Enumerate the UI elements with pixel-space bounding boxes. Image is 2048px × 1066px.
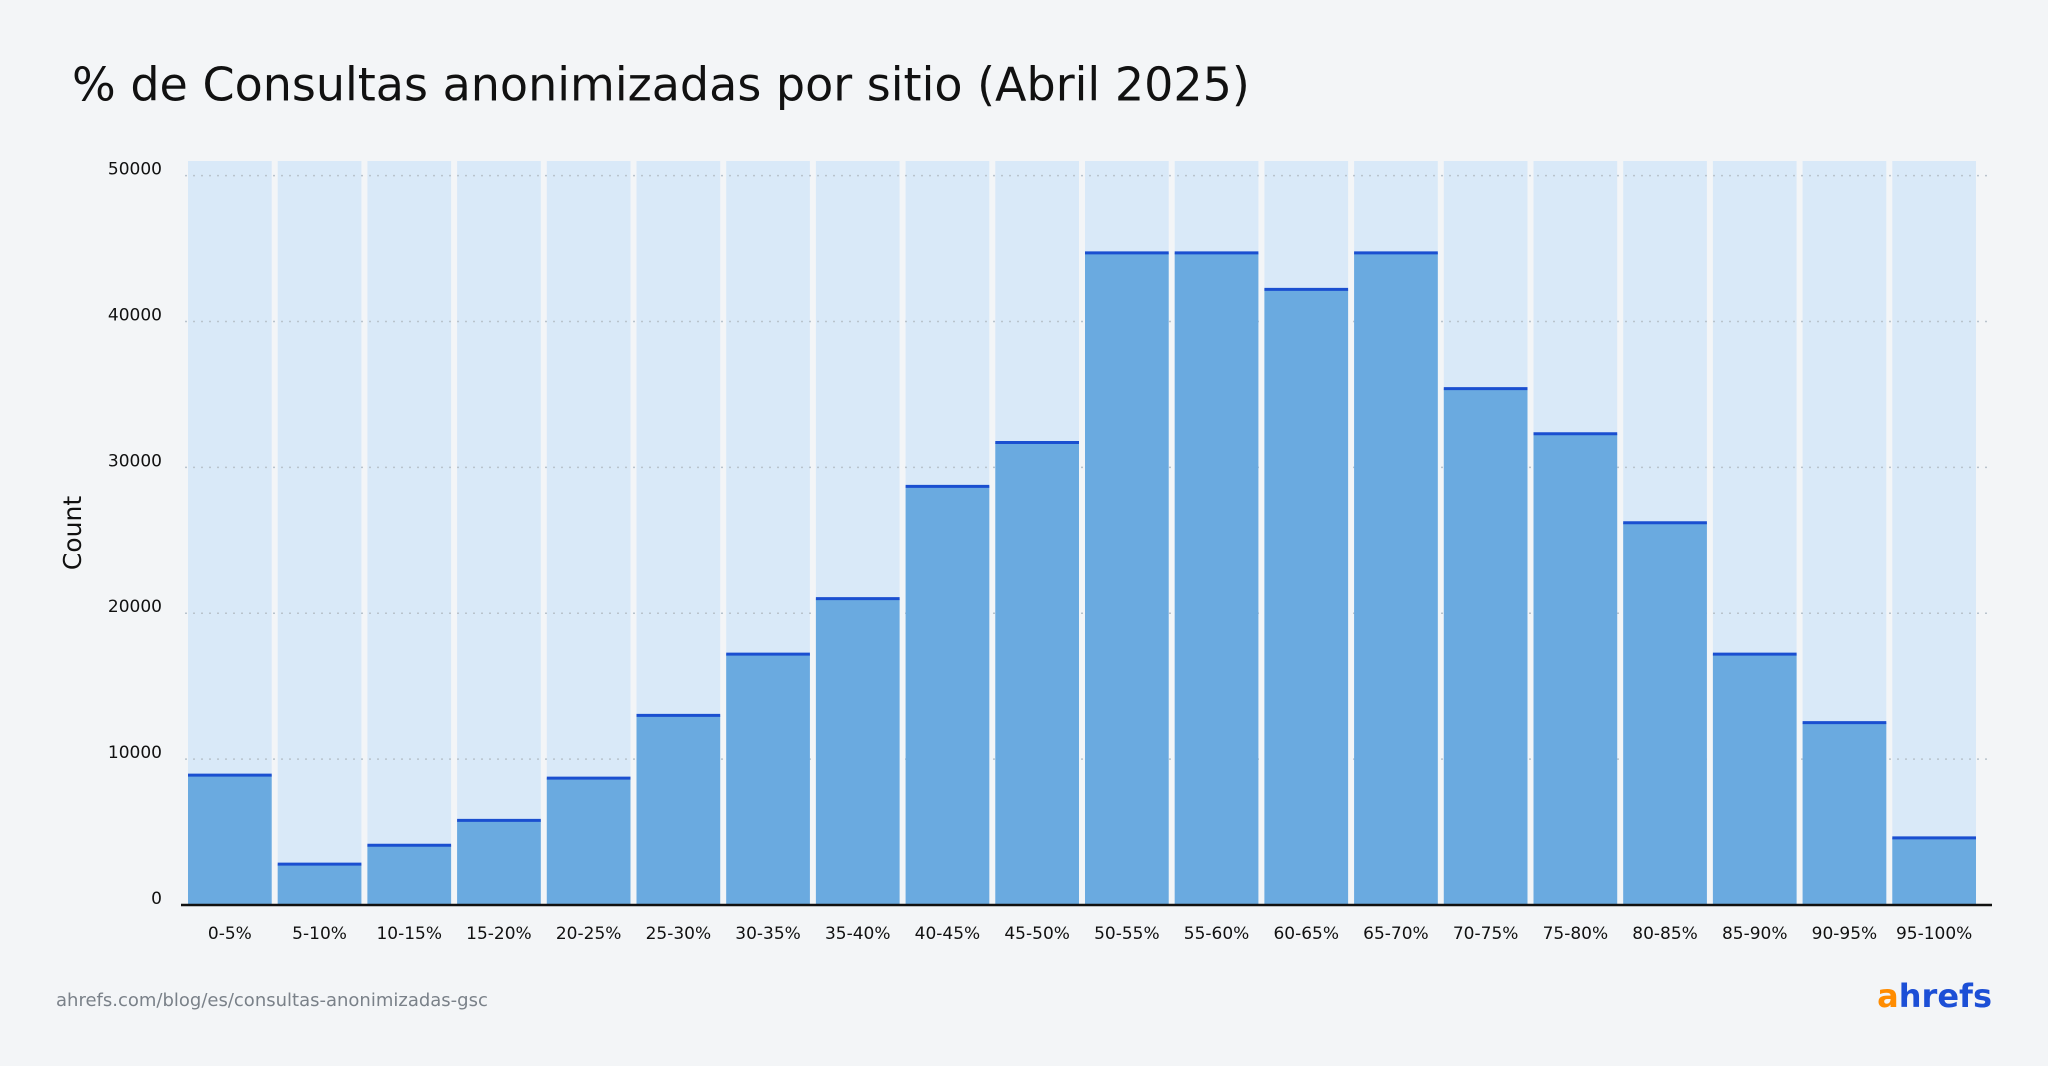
x-tick-label: 10-15%: [376, 924, 442, 944]
x-tick-label: 70-75%: [1453, 924, 1519, 944]
x-tick-label: 45-50%: [1004, 924, 1070, 944]
x-tick-label: 40-45%: [915, 924, 981, 944]
bar: [995, 442, 1079, 905]
x-tick-label: 20-25%: [556, 924, 622, 944]
y-axis-label: Count: [58, 496, 87, 570]
background-bar: [367, 161, 452, 905]
x-tick-label: 50-55%: [1094, 924, 1160, 944]
x-tick-label: 75-80%: [1543, 924, 1609, 944]
background-bar: [277, 161, 362, 905]
background-bar: [457, 161, 541, 905]
bar: [815, 598, 900, 905]
bar: [1892, 837, 1976, 905]
background-bar: [1892, 161, 1976, 905]
x-tick-label: 80-85%: [1632, 924, 1698, 944]
y-tick-label: 20000: [108, 597, 162, 617]
bar: [636, 715, 721, 905]
x-tick-label: 30-35%: [735, 924, 801, 944]
x-tick-label: 25-30%: [646, 924, 712, 944]
x-tick-label: 65-70%: [1363, 924, 1429, 944]
y-tick-label: 50000: [108, 160, 162, 180]
logo-part: hrefs: [1899, 977, 1992, 1015]
bar: [1085, 252, 1169, 905]
bar: [457, 820, 541, 905]
x-tick-label: 85-90%: [1722, 924, 1788, 944]
x-tick-label: 60-65%: [1273, 924, 1339, 944]
bar: [1264, 289, 1349, 905]
bar: [1354, 252, 1438, 905]
bar: [726, 654, 810, 905]
bar: [367, 845, 452, 905]
logo: ahrefs: [1877, 977, 1992, 1015]
bar: [905, 486, 990, 905]
x-tick-label: 90-95%: [1812, 924, 1878, 944]
y-tick-label: 40000: [108, 305, 162, 325]
logo-part: a: [1877, 977, 1899, 1015]
bar: [1174, 252, 1259, 905]
bar: [546, 778, 631, 905]
x-tick-label: 35-40%: [825, 924, 891, 944]
bar: [1533, 433, 1618, 905]
x-tick-label: 15-20%: [466, 924, 532, 944]
x-tick-label: 55-60%: [1184, 924, 1250, 944]
y-tick-label: 30000: [108, 451, 162, 471]
bar: [1623, 522, 1707, 905]
bar: [277, 864, 362, 905]
x-tick-label: 0-5%: [208, 924, 252, 944]
x-tick-label: 95-100%: [1896, 924, 1972, 944]
bar: [1712, 654, 1797, 905]
bar: [188, 775, 272, 905]
bar: [1802, 722, 1887, 905]
bar: [1443, 388, 1528, 905]
x-tick-label: 5-10%: [292, 924, 347, 944]
y-tick-label: 10000: [108, 743, 162, 763]
chart-title: % de Consultas anonimizadas por sitio (A…: [72, 58, 1250, 112]
y-tick-label: 0: [151, 889, 162, 909]
source: ahrefs.com/blog/es/consultas-anonimizada…: [56, 990, 488, 1011]
